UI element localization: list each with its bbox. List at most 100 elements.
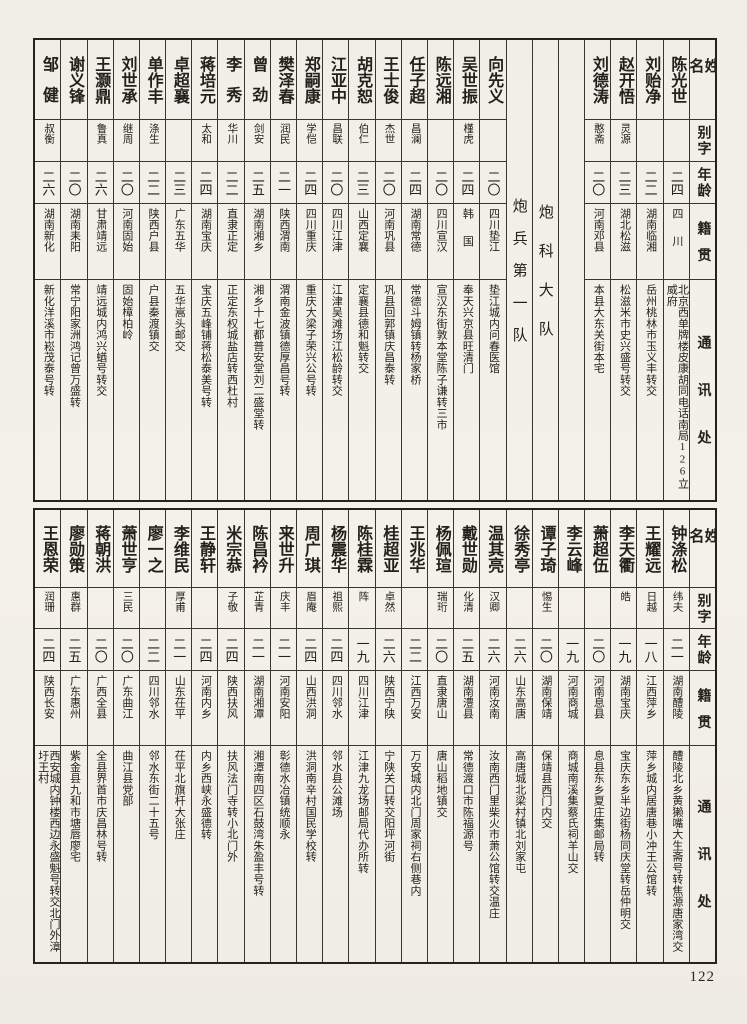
entry-courtesy-name: 庆丰 (270, 588, 296, 629)
entry-contact-address: 渭南金波镇德厚昌号转 (278, 284, 291, 397)
entry-contact-address: 湘乡十七都普安堂刘二盛堂转 (251, 284, 264, 430)
entry-name: 蒋培元 (192, 40, 218, 120)
entry-name: 郑嗣康 (297, 40, 323, 120)
entry-name: 刘德涛 (585, 40, 611, 120)
entry-courtesy-name: 厚甫 (166, 588, 192, 629)
entry-contact-address: 邻水县公滩场 (330, 750, 343, 818)
entry-native-place: 江西万安 (401, 671, 427, 746)
entry-name: 王耀远 (637, 510, 663, 588)
entry-name: 萧世亨 (113, 510, 139, 588)
roster-entry-column: 单作丰 涤生 二二 陕西户县 户县秦渡镇交 (138, 40, 166, 500)
roster-entry-column: 杨佩瑄 瑞珩 二〇 直隶唐山 唐山稻地镇交 (426, 510, 454, 962)
entry-native-place: 湖南湘乡 (244, 204, 270, 280)
entry-courtesy-name: 继周 (113, 120, 139, 162)
roster-entry-column: 陈光世 二四 四川 北京西单牌楼皮康胡同电话南局126立威府 (662, 40, 689, 500)
entry-courtesy-name: 汉卿 (480, 588, 506, 629)
entry-contact-address: 固始樟柏岭 (120, 284, 133, 341)
entry-contact-address: 茌平北旗杆大张庄 (173, 750, 186, 840)
entry-contact-address: 本县大东关街本宅 (592, 284, 605, 374)
entry-courtesy-name (192, 588, 218, 629)
entry-courtesy-name (585, 588, 611, 629)
entry-courtesy-name (166, 120, 192, 162)
entry-name: 李维民 (166, 510, 192, 588)
roster-entry-column: 萧世亨 三民 二〇 广东曲江 曲江县党部 (112, 510, 139, 962)
roster-entry-column: 郑嗣康 学恺 二四 四川重庆 重庆大梁子荣兴公号转 (296, 40, 323, 500)
entry-name: 徐秀亭 (506, 510, 532, 588)
entry-courtesy-name (558, 588, 585, 629)
roster-entry-column: 戴世勋 化清 二五 湖南澧县 常德渡口市陈福源号 (453, 510, 480, 962)
entry-contact-address: 内乡西峡永盛德转 (199, 750, 212, 840)
entry-name: 卓超襄 (166, 40, 192, 120)
entry-age: 二〇 (87, 629, 113, 671)
entry-name: 陈远湘 (427, 40, 454, 120)
entry-age: 一九 (349, 629, 375, 671)
entry-native-place: 陕西渭南 (270, 204, 296, 280)
entry-courtesy-name: 鲁真 (87, 120, 113, 162)
entry-native-place: 广东曲江 (113, 671, 139, 746)
roster-entry-column: 刘德涛 憨斋 二〇 河南邓县 本县大东关街本宅 (584, 40, 611, 500)
header-column: 姓名 别字 年龄 籍贯 通讯处 (688, 510, 715, 962)
header-courtesy-name: 别字 (689, 588, 715, 629)
entry-name: 谭子琦 (532, 510, 558, 588)
header-column: 姓名 别字 年龄 籍贯 通讯处 (688, 40, 715, 500)
roster-entry-column: 谭子琦 惕生 二〇 湖南保靖 保靖县西门内交 (531, 510, 558, 962)
entry-courtesy-name: 灵源 (611, 120, 637, 162)
entry-contact-address: 彰德水冶镇统顺永 (278, 750, 291, 840)
entry-native-place: 直隶正定 (218, 204, 244, 280)
roster-entry-column: 王灏鼎 鲁真 二六 甘肃靖远 靖远城内鸿兴蝤号转交 (86, 40, 113, 500)
entry-native-place: 山东茌平 (166, 671, 192, 746)
entry-native-place: 甘肃靖远 (87, 204, 113, 280)
entry-name: 戴世勋 (454, 510, 480, 588)
entry-name: 廖一之 (139, 510, 166, 588)
roster-entry-column: 来世升 庆丰 二一 河南安阳 彰德水冶镇统顺永 (269, 510, 296, 962)
entry-age: 二五 (61, 629, 87, 671)
entry-courtesy-name: 芷青 (244, 588, 270, 629)
entry-contact-address: 常宁阳家洲鸿记曾万盛转 (68, 284, 81, 408)
entry-courtesy-name: 润民 (270, 120, 296, 162)
entry-native-place: 陕西扶风 (218, 671, 244, 746)
roster-entry-column: 陈远湘 二〇 四川宣汉 宣汉东街敦本堂陈子谦转三市 (426, 40, 454, 500)
entry-age: 二一 (270, 629, 296, 671)
entry-contact-address: 保靖县西门内交 (539, 750, 552, 829)
entry-name: 王士俊 (375, 40, 401, 120)
roster-entry-column: 李秀 华川 二二 直隶正定 正定东权城盐店转西杜村 (217, 40, 244, 500)
entry-courtesy-name: 昌联 (323, 120, 349, 162)
entry-age: 二三 (611, 162, 637, 204)
entry-native-place: 四川邻水 (139, 671, 166, 746)
entry-name: 江亚中 (323, 40, 349, 120)
page-number: 122 (689, 969, 715, 985)
entry-native-place: 四川江津 (349, 671, 375, 746)
entry-age: 二〇 (375, 162, 401, 204)
entry-native-place: 广东惠州 (61, 671, 87, 746)
entry-contact-address: 洪洞南辛村国民学校转 (304, 750, 317, 863)
entry-courtesy-name: 槿虎 (454, 120, 480, 162)
roster-entry-column: 邹健 叔衡 二六 湖南新化 新化洋溪市崧茂泰号转 (35, 40, 61, 500)
entry-courtesy-name: 日越 (637, 588, 663, 629)
entry-age: 二一 (270, 162, 296, 204)
entry-courtesy-name: 化清 (454, 588, 480, 629)
roster-entry-column: 王耀远 日越 一八 江西萍乡 萍乡城内居唐巷小冲王公馆转 (636, 510, 663, 962)
entry-courtesy-name (427, 120, 454, 162)
entry-name: 王静轩 (192, 510, 218, 588)
entry-age: 一九 (611, 629, 637, 671)
entry-contact-address: 西安城内钟楼西边永盛魁号转交北门外漳圩王村 (36, 750, 60, 952)
entry-contact-address: 户县秦渡镇交 (147, 284, 160, 352)
roster-entry-column: 蒋培元 太和 二四 湖南宝庆 宝庆五峰铺蒋松泰美号转 (191, 40, 218, 500)
entry-courtesy-name (139, 588, 166, 629)
entry-native-place: 四川邻水 (323, 671, 349, 746)
entry-name: 刘世承 (113, 40, 139, 120)
entry-native-place: 湖南保靖 (532, 671, 558, 746)
roster-table-bottom: 姓名 别字 年龄 籍贯 通讯处 钟涤松 纬夫 二一 湖南醴陵 醴陵北乡黄獭嘴大生斋号转焦… (33, 508, 717, 964)
entry-age: 二二 (637, 162, 663, 204)
entry-age: 二〇 (113, 629, 139, 671)
roster-entry-column: 刘贻净 二二 湖南临湘 岳州桃林市玉义丰转交 (636, 40, 663, 500)
entry-native-place: 四川重庆 (297, 204, 323, 280)
entry-contact-address: 全县界首市庆昌林号转 (94, 750, 107, 863)
entry-courtesy-name: 祖熙 (323, 588, 349, 629)
entry-courtesy-name: 皓 (611, 588, 637, 629)
section-title: 炮兵第一队 (510, 198, 527, 360)
entry-contact-address: 岳州桃林市玉义丰转交 (644, 284, 657, 397)
entry-native-place: 湖南湘潭 (244, 671, 270, 746)
roster-entry-column: 王兆华 二二 江西万安 万安城内北门周家祠右侧巷内 (400, 510, 427, 962)
roster-entry-column: 廖一之 二二 四川邻水 邻水东街二十五号 (138, 510, 166, 962)
